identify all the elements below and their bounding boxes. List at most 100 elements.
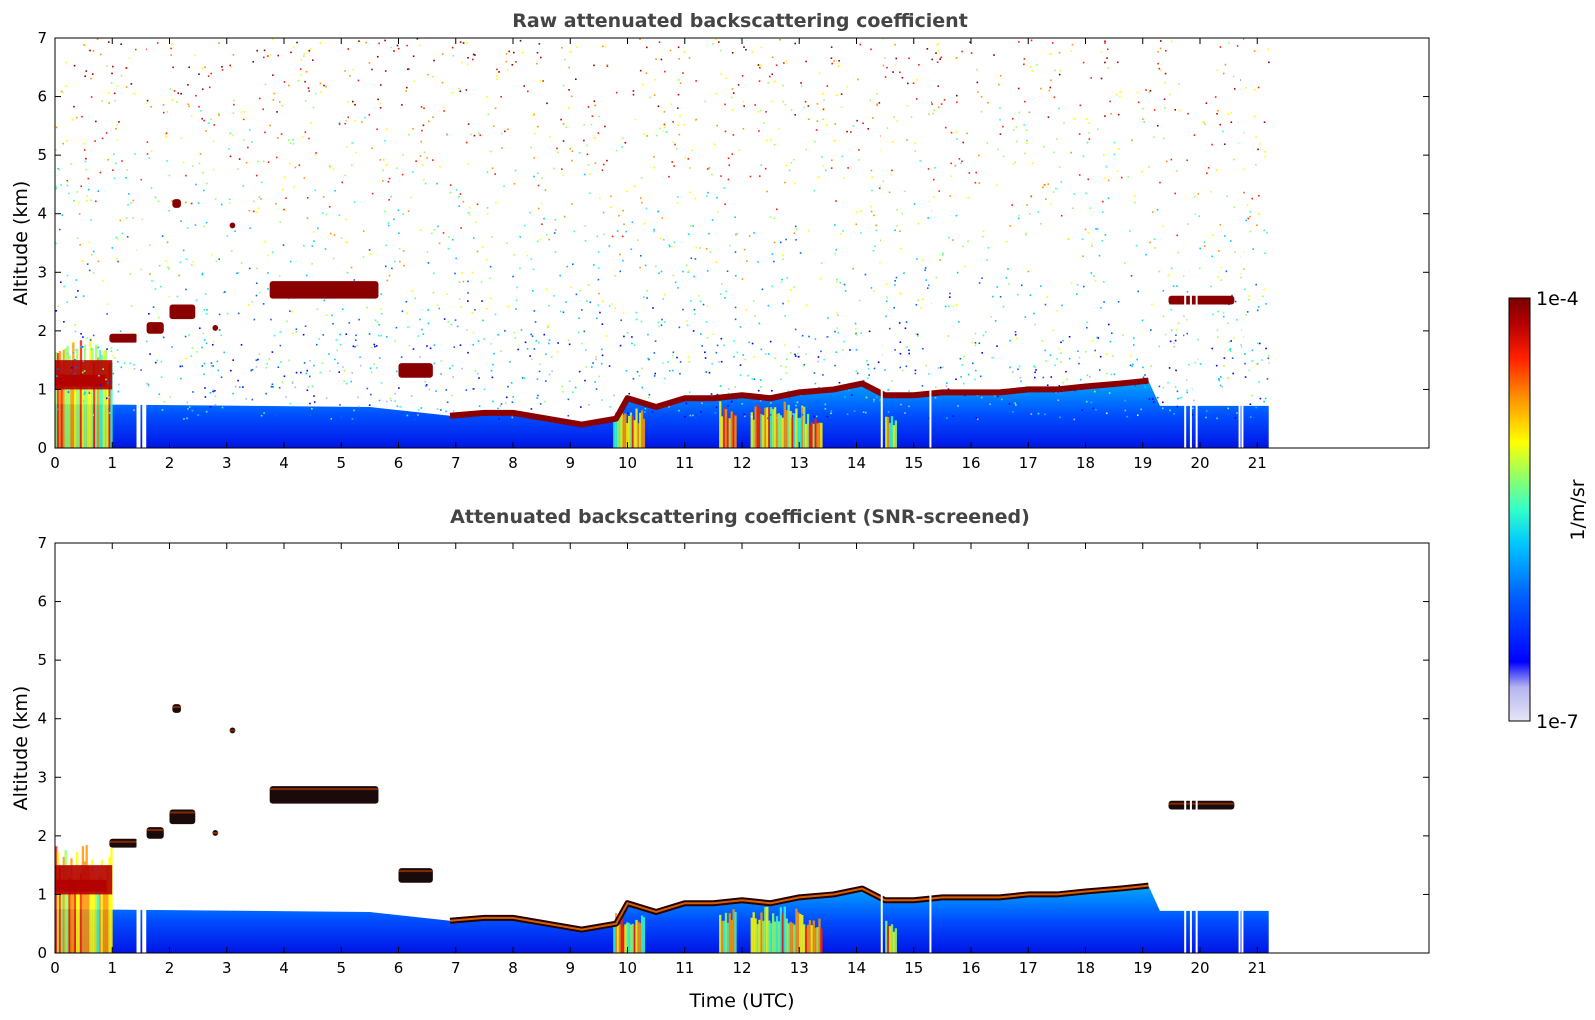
- noise-pixel: [251, 301, 254, 303]
- noise-pixel: [495, 201, 497, 204]
- noise-pixel: [96, 38, 99, 40]
- noise-pixel: [310, 122, 312, 124]
- noise-pixel: [530, 333, 532, 336]
- noise-pixel: [1105, 165, 1108, 168]
- noise-pixel: [252, 61, 255, 63]
- noise-pixel: [1136, 91, 1139, 94]
- noise-pixel: [303, 362, 306, 364]
- noise-pixel: [529, 355, 531, 357]
- noise-pixel: [257, 160, 259, 163]
- noise-pixel: [279, 221, 282, 223]
- noise-pixel: [272, 386, 274, 388]
- noise-pixel: [180, 377, 182, 380]
- noise-pixel: [636, 370, 639, 373]
- noise-pixel: [589, 301, 592, 304]
- noise-pixel: [1156, 396, 1159, 399]
- noise-pixel: [492, 363, 494, 366]
- noise-pixel: [856, 119, 858, 122]
- noise-pixel: [303, 55, 305, 57]
- noise-pixel: [262, 56, 265, 59]
- noise-pixel: [451, 238, 454, 241]
- x-tick-label: 8: [508, 959, 518, 977]
- noise-pixel: [1115, 93, 1118, 96]
- noise-pixel: [1133, 195, 1136, 198]
- noise-pixel: [665, 131, 668, 133]
- noise-pixel: [751, 51, 753, 53]
- x-tick-label: 1: [107, 959, 117, 977]
- noise-pixel: [229, 132, 232, 135]
- plume-column: [615, 913, 618, 953]
- noise-pixel: [797, 355, 800, 358]
- noise-pixel: [514, 337, 517, 339]
- noise-pixel: [185, 288, 187, 291]
- noise-pixel: [1062, 381, 1064, 384]
- noise-pixel: [163, 401, 166, 403]
- noise-pixel: [1216, 112, 1218, 115]
- noise-pixel: [319, 42, 322, 44]
- noise-pixel: [262, 108, 264, 111]
- noise-pixel: [1157, 51, 1159, 53]
- noise-pixel: [900, 247, 902, 250]
- noise-pixel: [71, 119, 74, 121]
- noise-pixel: [166, 241, 169, 244]
- noise-pixel: [121, 160, 123, 162]
- noise-pixel: [1122, 334, 1124, 336]
- noise-pixel: [760, 348, 763, 351]
- noise-pixel: [677, 93, 680, 96]
- noise-pixel: [345, 218, 347, 220]
- noise-pixel: [221, 66, 223, 68]
- noise-pixel: [701, 402, 703, 405]
- noise-pixel: [599, 197, 601, 200]
- noise-pixel: [754, 315, 756, 317]
- noise-pixel: [256, 267, 258, 270]
- noise-pixel: [1143, 121, 1145, 123]
- noise-pixel: [782, 254, 784, 257]
- noise-pixel: [1107, 323, 1110, 326]
- noise-pixel: [237, 312, 240, 315]
- plume-column: [102, 350, 106, 448]
- noise-pixel: [479, 134, 482, 137]
- noise-pixel: [653, 94, 656, 96]
- plume-column: [760, 414, 763, 448]
- noise-pixel: [921, 298, 924, 301]
- noise-pixel: [796, 401, 799, 404]
- noise-pixel: [92, 50, 95, 52]
- noise-pixel: [1232, 372, 1234, 375]
- noise-pixel: [715, 412, 718, 414]
- noise-pixel: [326, 314, 328, 317]
- panel-screened-title: Attenuated backscattering coefficient (S…: [450, 506, 1030, 528]
- noise-pixel: [88, 241, 91, 244]
- plume-column: [83, 861, 86, 953]
- noise-pixel: [459, 41, 462, 43]
- noise-pixel: [746, 260, 748, 263]
- noise-pixel: [466, 329, 468, 331]
- noise-pixel: [1133, 337, 1135, 339]
- noise-pixel: [937, 85, 940, 87]
- noise-pixel: [1085, 350, 1087, 353]
- noise-pixel: [303, 52, 306, 55]
- noise-pixel: [433, 362, 436, 365]
- noise-pixel: [1203, 245, 1206, 247]
- noise-pixel: [312, 106, 315, 109]
- noise-pixel: [1096, 228, 1099, 230]
- cloud-layer: [146, 322, 164, 334]
- noise-pixel: [1197, 193, 1199, 195]
- noise-pixel: [402, 250, 405, 252]
- noise-pixel: [80, 185, 82, 188]
- noise-pixel: [1054, 364, 1056, 367]
- noise-pixel: [377, 98, 379, 101]
- noise-pixel: [614, 274, 616, 277]
- noise-pixel: [760, 109, 762, 112]
- noise-pixel: [265, 366, 267, 369]
- plume-column: [93, 361, 96, 448]
- noise-pixel: [891, 401, 893, 404]
- noise-pixel: [1119, 95, 1121, 98]
- noise-pixel: [338, 123, 341, 125]
- noise-pixel: [886, 127, 889, 129]
- noise-pixel: [389, 397, 392, 400]
- noise-pixel: [1073, 418, 1076, 421]
- noise-pixel: [186, 417, 188, 420]
- plume-column: [66, 345, 69, 448]
- noise-pixel: [551, 370, 553, 373]
- noise-pixel: [533, 113, 536, 116]
